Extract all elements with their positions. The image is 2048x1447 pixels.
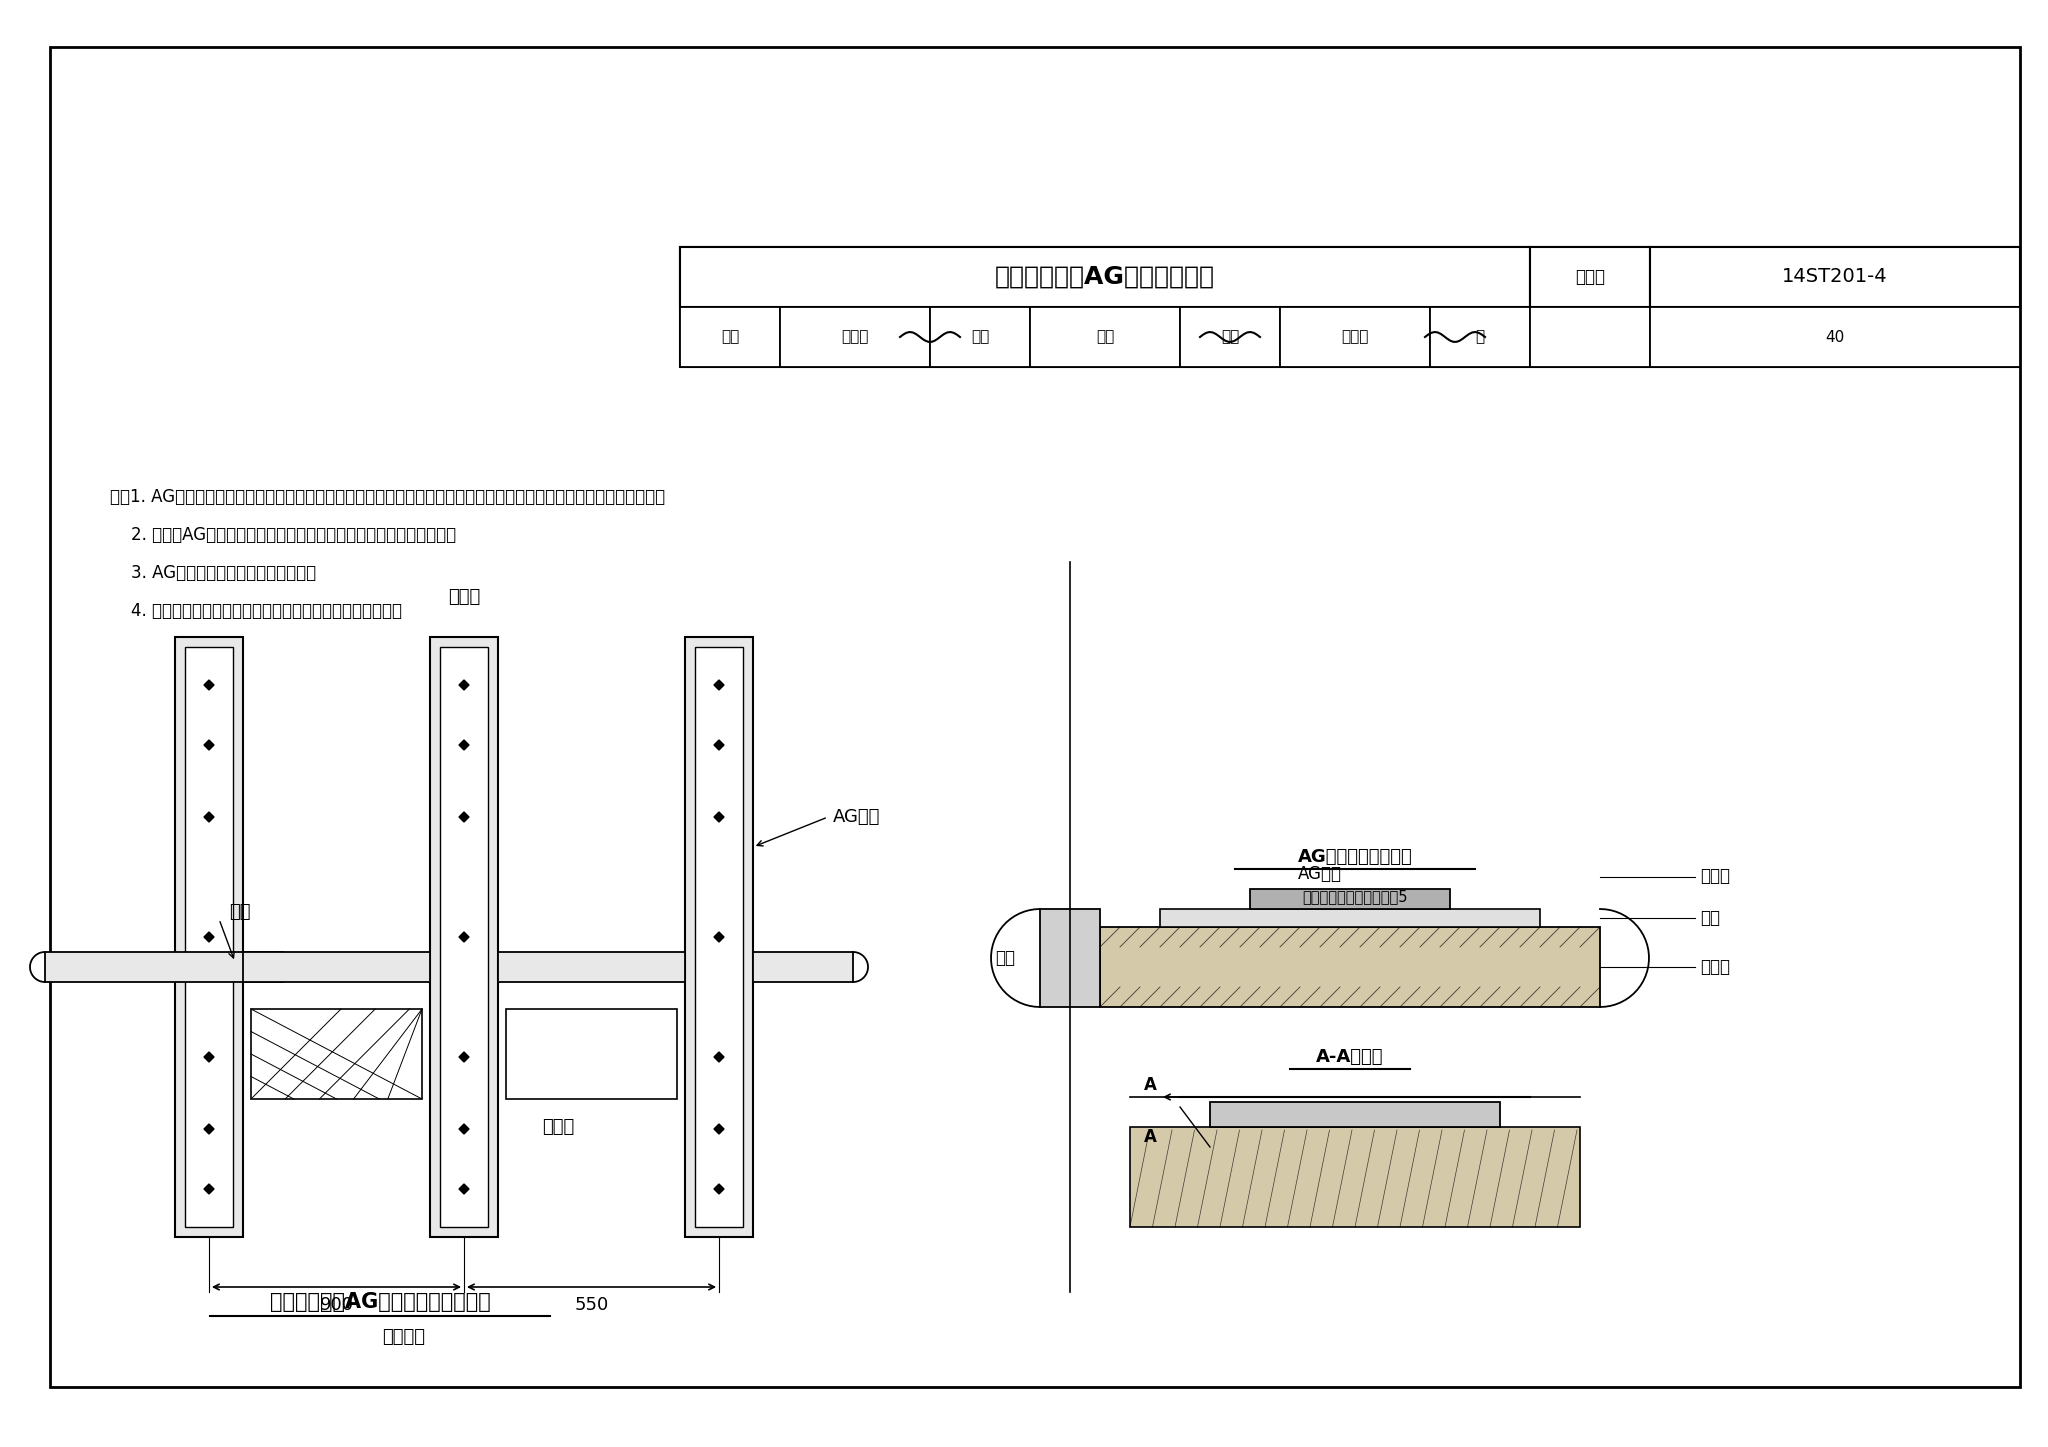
Bar: [430, 637, 498, 1237]
Text: 结构层: 结构层: [1700, 958, 1731, 975]
Text: 校对: 校对: [971, 330, 989, 344]
Polygon shape: [205, 932, 213, 942]
Polygon shape: [715, 739, 725, 750]
Text: 4. 一般通道以及宽通道的相对距离和宽度须满足设计要求。: 4. 一般通道以及宽通道的相对距离和宽度须满足设计要求。: [111, 602, 401, 619]
Text: 槽盒: 槽盒: [995, 949, 1016, 967]
Polygon shape: [459, 1052, 469, 1062]
Text: 3. AG底座应安装于地面垫层的表面。: 3. AG底座应安装于地面垫层的表面。: [111, 564, 315, 582]
Polygon shape: [1100, 864, 1599, 888]
Text: AG底座: AG底座: [834, 807, 881, 826]
Bar: [1130, 1127, 1579, 1227]
Bar: [684, 637, 754, 1237]
Polygon shape: [715, 932, 725, 942]
Bar: [1249, 888, 1450, 909]
Bar: [1430, 307, 1530, 368]
Bar: [780, 307, 930, 368]
Bar: [174, 637, 244, 1237]
Text: 垫层: 垫层: [1700, 909, 1720, 928]
Text: A: A: [1143, 1129, 1157, 1146]
Text: A-A剖面图: A-A剖面图: [1317, 1048, 1384, 1066]
Text: 图集号: 图集号: [1575, 268, 1606, 287]
Bar: [440, 647, 487, 1227]
Bar: [184, 647, 233, 1227]
Polygon shape: [715, 680, 725, 690]
Polygon shape: [205, 739, 213, 750]
Polygon shape: [715, 1184, 725, 1194]
Polygon shape: [459, 932, 469, 942]
Text: 550: 550: [573, 1297, 608, 1314]
Text: 槽盒: 槽盒: [229, 903, 250, 920]
Bar: [252, 1009, 422, 1100]
Text: 设计: 设计: [1221, 330, 1239, 344]
Text: A: A: [1143, 1077, 1157, 1094]
Polygon shape: [459, 739, 469, 750]
Bar: [1100, 928, 1599, 1007]
Text: 900: 900: [319, 1297, 354, 1314]
Polygon shape: [205, 812, 213, 822]
Text: 装饰层: 装饰层: [1700, 868, 1731, 886]
Polygon shape: [459, 1184, 469, 1194]
Bar: [498, 952, 684, 983]
Text: 审核: 审核: [721, 330, 739, 344]
Bar: [680, 247, 2019, 368]
Polygon shape: [459, 812, 469, 822]
Bar: [1159, 909, 1540, 928]
Bar: [694, 647, 743, 1227]
Text: 林云志: 林云志: [842, 330, 868, 344]
Polygon shape: [715, 1124, 725, 1134]
Polygon shape: [715, 1052, 725, 1062]
Bar: [45, 952, 283, 983]
Polygon shape: [205, 1052, 213, 1062]
Bar: [1210, 1103, 1499, 1127]
Text: 注：1. AG底座的安装条件是：结构层表面的地面（预埋）槽盒安装完成，槽盒上覆垫层浇筑完成，且出线盒口位置无误。: 注：1. AG底座的安装条件是：结构层表面的地面（预埋）槽盒安装完成，槽盒上覆垫…: [111, 488, 666, 506]
Bar: [1280, 307, 1430, 368]
Text: 14ST201-4: 14ST201-4: [1782, 268, 1888, 287]
Bar: [1040, 909, 1100, 1007]
Bar: [680, 247, 1530, 307]
Bar: [1180, 307, 1280, 368]
Bar: [506, 1009, 678, 1100]
Text: 自动检票机（AG）底座安装图: 自动检票机（AG）底座安装图: [995, 265, 1214, 289]
Text: 自动检票机（AG）底座安装正立面图: 自动检票机（AG）底座安装正立面图: [270, 1292, 489, 1312]
Polygon shape: [205, 1184, 213, 1194]
Polygon shape: [205, 1124, 213, 1134]
Text: 罹乃羽: 罹乃羽: [1341, 330, 1368, 344]
Bar: [754, 952, 854, 983]
Text: AG底座安装侧立面图: AG底座安装侧立面图: [1298, 848, 1413, 865]
Text: 付费区: 付费区: [449, 587, 479, 606]
Polygon shape: [459, 680, 469, 690]
Polygon shape: [715, 812, 725, 822]
Text: 王磊: 王磊: [1096, 330, 1114, 344]
Text: AG底座: AG底座: [1298, 865, 1341, 883]
Text: 2. 应满足AG底座的中心线与地面槽盒的中心线垂直的安装定位要求。: 2. 应满足AG底座的中心线与地面槽盒的中心线垂直的安装定位要求。: [111, 527, 457, 544]
Bar: [1030, 307, 1180, 368]
Polygon shape: [459, 1124, 469, 1134]
Bar: [244, 952, 430, 983]
Polygon shape: [205, 680, 213, 690]
Text: 底座上表面高于完成地面5: 底座上表面高于完成地面5: [1303, 890, 1407, 904]
Text: 非付费区: 非付费区: [383, 1328, 426, 1346]
Bar: [1530, 307, 1651, 368]
Bar: [1530, 247, 1651, 307]
Bar: [1651, 307, 2019, 368]
Text: 40: 40: [1825, 330, 1845, 344]
Bar: [930, 307, 1030, 368]
Text: 出线盒: 出线盒: [543, 1119, 573, 1136]
Bar: [1651, 247, 2019, 307]
Text: 页: 页: [1475, 330, 1485, 344]
Bar: [680, 307, 780, 368]
